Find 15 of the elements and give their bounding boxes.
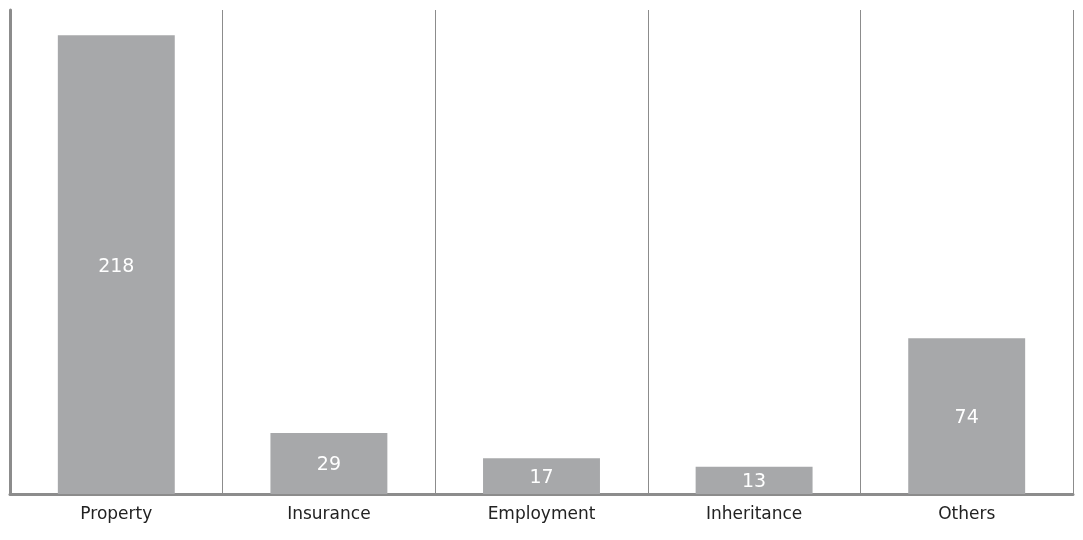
x-tick-label: Employment	[487, 502, 596, 523]
x-tick-label: Insurance	[287, 502, 371, 523]
bar	[483, 458, 600, 494]
data-label: 17	[529, 465, 554, 488]
data-label: 74	[954, 405, 979, 428]
data-label: 13	[742, 469, 767, 492]
data-label: 218	[98, 253, 135, 276]
x-tick-label: Others	[938, 502, 996, 523]
x-tick-label: Property	[80, 502, 153, 523]
bar	[270, 432, 388, 494]
bar	[908, 338, 1026, 494]
bar	[695, 466, 813, 494]
x-tick-label: Inheritance	[705, 502, 803, 523]
bar	[57, 35, 175, 494]
data-label: 29	[316, 452, 341, 475]
